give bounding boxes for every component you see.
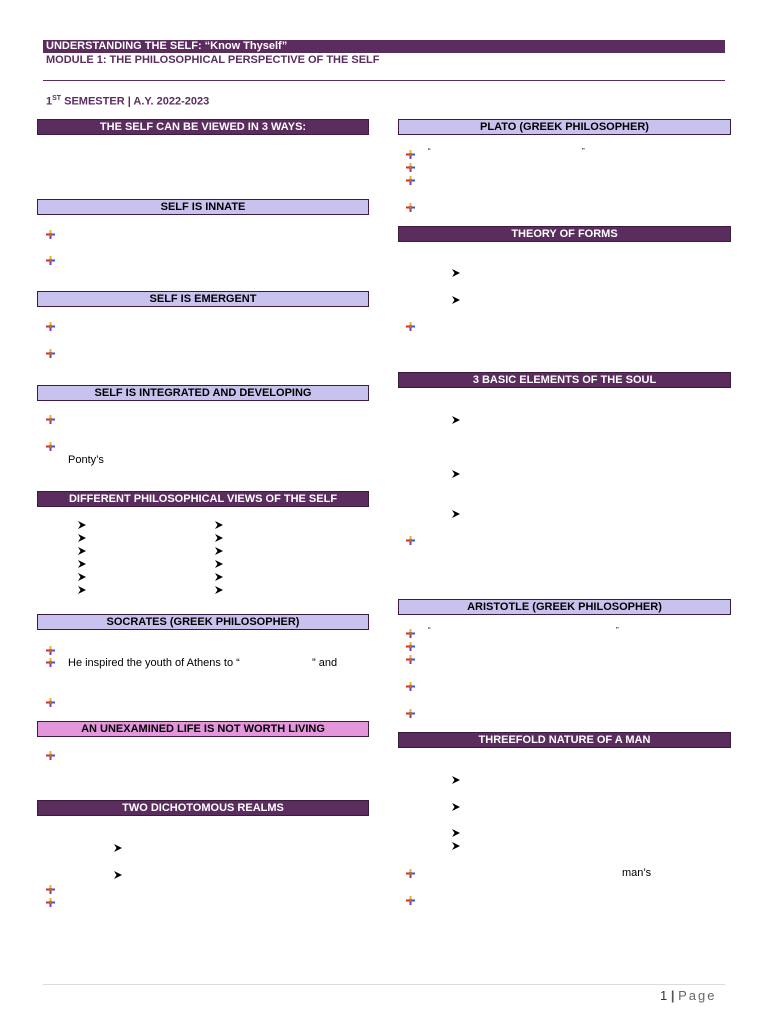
semester-line: 1ST SEMESTER | A.Y. 2022-2023 bbox=[46, 95, 209, 108]
heading-elements-of-soul: 3 BASIC ELEMENTS OF THE SOUL bbox=[398, 372, 731, 388]
arrow-bullet-icon bbox=[113, 870, 123, 880]
arrow-bullet-icon bbox=[451, 268, 461, 278]
arrow-bullet-icon bbox=[214, 572, 224, 582]
heading-plato: PLATO (GREEK PHILOSOPHER) bbox=[398, 119, 731, 135]
cross-bullet-icon bbox=[406, 655, 415, 664]
heading-self-integrated: SELF IS INTEGRATED AND DEVELOPING bbox=[37, 385, 369, 401]
footer-separator: | bbox=[670, 988, 675, 1003]
arrow-bullet-icon bbox=[214, 559, 224, 569]
arrow-bullet-icon bbox=[77, 585, 87, 595]
cross-bullet-icon bbox=[406, 682, 415, 691]
cross-bullet-icon bbox=[46, 658, 55, 667]
cross-bullet-icon bbox=[406, 869, 415, 878]
heading-aristotle: ARISTOTLE (GREEK PHILOSOPHER) bbox=[398, 599, 731, 615]
cross-bullet-icon bbox=[46, 698, 55, 707]
footer-divider bbox=[43, 984, 725, 985]
arrow-bullet-icon bbox=[214, 585, 224, 595]
cross-bullet-icon bbox=[46, 751, 55, 760]
heading-philosophical-views: DIFFERENT PHILOSOPHICAL VIEWS OF THE SEL… bbox=[37, 491, 369, 507]
cross-bullet-icon bbox=[406, 536, 415, 545]
semester-number: 1 bbox=[46, 95, 53, 108]
arrow-bullet-icon bbox=[451, 828, 461, 838]
plato-open-quote: “ bbox=[428, 147, 431, 156]
inspired-text-end: ” and bbox=[312, 657, 338, 669]
page-footer: 1 | Page bbox=[660, 988, 717, 1003]
cross-bullet-icon bbox=[406, 642, 415, 651]
heading-self-innate: SELF IS INNATE bbox=[37, 199, 369, 215]
heading-dichotomous-realms: TWO DICHOTOMOUS REALMS bbox=[37, 800, 369, 816]
arrow-bullet-icon bbox=[451, 775, 461, 785]
arrow-bullet-icon bbox=[77, 559, 87, 569]
cross-bullet-icon bbox=[46, 885, 55, 894]
arrow-bullet-icon bbox=[451, 841, 461, 851]
cross-bullet-icon bbox=[46, 442, 55, 451]
cross-bullet-icon bbox=[406, 896, 415, 905]
inspired-text-start: He inspired the youth of Athens to “ bbox=[68, 657, 240, 669]
aristotle-close-quote: ” bbox=[616, 626, 619, 635]
arrow-bullet-icon bbox=[451, 415, 461, 425]
cross-bullet-icon bbox=[46, 256, 55, 265]
arrow-bullet-icon bbox=[77, 533, 87, 543]
arrow-bullet-icon bbox=[214, 546, 224, 556]
document-title: UNDERSTANDING THE SELF: “Know Thyself” bbox=[46, 40, 288, 52]
heading-unexamined-life: AN UNEXAMINED LIFE IS NOT WORTH LIVING bbox=[37, 721, 369, 737]
arrow-bullet-icon bbox=[451, 802, 461, 812]
module-title: MODULE 1: THE PHILOSOPHICAL PERSPECTIVE … bbox=[46, 54, 380, 66]
arrow-bullet-icon bbox=[451, 295, 461, 305]
arrow-bullet-icon bbox=[214, 533, 224, 543]
page-number: 1 bbox=[660, 988, 668, 1003]
title-band bbox=[43, 40, 725, 53]
cross-bullet-icon bbox=[406, 176, 415, 185]
cross-bullet-icon bbox=[406, 163, 415, 172]
heading-three-ways: THE SELF CAN BE VIEWED IN 3 WAYS: bbox=[37, 119, 369, 135]
pontys-text: Ponty’s bbox=[68, 454, 104, 466]
arrow-bullet-icon bbox=[77, 572, 87, 582]
arrow-bullet-icon bbox=[77, 546, 87, 556]
arrow-bullet-icon bbox=[451, 469, 461, 479]
heading-self-emergent: SELF IS EMERGENT bbox=[37, 291, 369, 307]
cross-bullet-icon bbox=[46, 349, 55, 358]
aristotle-open-quote: “ bbox=[428, 626, 431, 635]
heading-threefold-nature: THREEFOLD NATURE OF A MAN bbox=[398, 732, 731, 748]
heading-theory-of-forms: THEORY OF FORMS bbox=[398, 226, 731, 242]
arrow-bullet-icon bbox=[451, 509, 461, 519]
arrow-bullet-icon bbox=[77, 520, 87, 530]
arrow-bullet-icon bbox=[113, 843, 123, 853]
semester-suffix: ST bbox=[52, 95, 62, 102]
plato-close-quote: ” bbox=[582, 147, 585, 156]
cross-bullet-icon bbox=[406, 629, 415, 638]
mans-text: man’s bbox=[622, 867, 652, 879]
cross-bullet-icon bbox=[46, 415, 55, 424]
cross-bullet-icon bbox=[406, 322, 415, 331]
heading-socrates: SOCRATES (GREEK PHILOSOPHER) bbox=[37, 614, 369, 630]
cross-bullet-icon bbox=[406, 150, 415, 159]
semester-text: SEMESTER | A.Y. 2022-2023 bbox=[61, 95, 210, 108]
cross-bullet-icon bbox=[406, 709, 415, 718]
cross-bullet-icon bbox=[46, 322, 55, 331]
cross-bullet-icon bbox=[406, 203, 415, 212]
cross-bullet-icon bbox=[46, 230, 55, 239]
arrow-bullet-icon bbox=[214, 520, 224, 530]
cross-bullet-icon bbox=[46, 646, 55, 655]
page-label: Page bbox=[678, 988, 717, 1003]
header-divider bbox=[43, 80, 725, 81]
cross-bullet-icon bbox=[46, 898, 55, 907]
